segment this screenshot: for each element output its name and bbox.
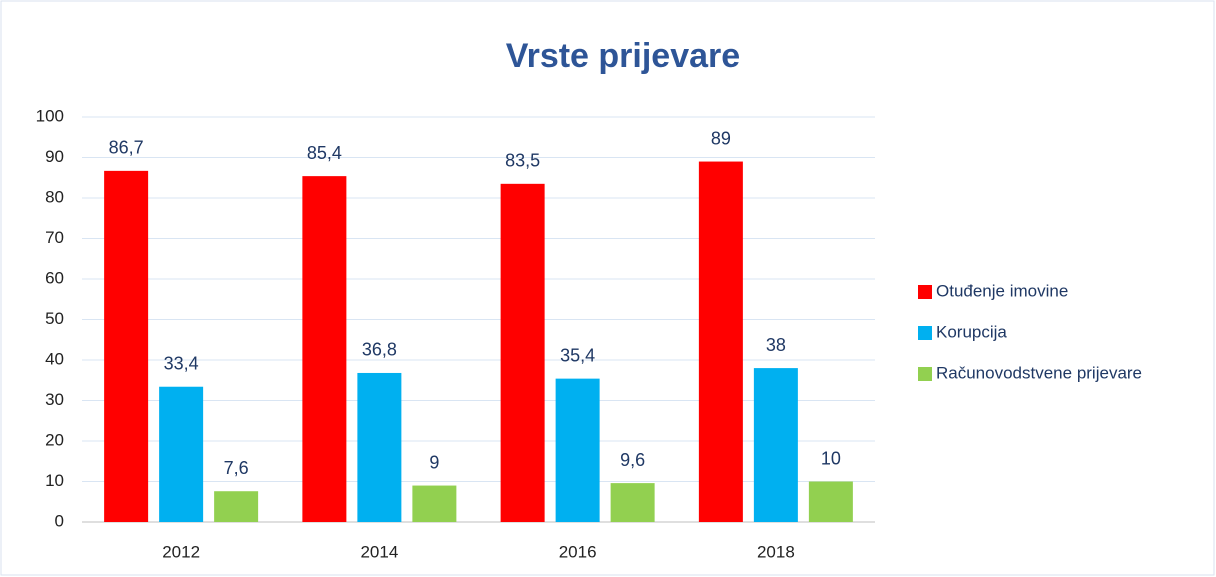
data-label: 10 (821, 448, 841, 468)
bar (808, 481, 853, 522)
x-tick-label: 2014 (360, 542, 398, 561)
y-tick-label: 90 (45, 147, 64, 166)
data-label: 89 (711, 128, 731, 148)
y-tick-label: 70 (45, 228, 64, 247)
bar (500, 183, 545, 522)
bar (610, 483, 655, 522)
data-label: 86,7 (109, 138, 144, 158)
y-tick-label: 100 (36, 106, 64, 125)
bar (555, 378, 600, 522)
x-tick-label: 2016 (559, 542, 597, 561)
y-tick-label: 0 (55, 511, 64, 530)
legend-swatch (918, 285, 932, 299)
legend-swatch (918, 367, 932, 381)
bar (302, 176, 347, 522)
data-label: 9,6 (620, 450, 645, 470)
x-tick-label: 2018 (757, 542, 795, 561)
bar (214, 491, 259, 522)
bar (357, 372, 402, 522)
y-tick-label: 40 (45, 349, 64, 368)
data-label: 85,4 (307, 143, 342, 163)
legend-label: Računovodstvene prijevare (936, 363, 1142, 382)
y-tick-label: 30 (45, 390, 64, 409)
data-label: 35,4 (560, 345, 595, 365)
legend-label: Otuđenje imovine (936, 281, 1068, 300)
y-tick-label: 50 (45, 309, 64, 328)
legend-swatch (918, 326, 932, 340)
bar (753, 368, 798, 522)
data-label: 9 (429, 452, 439, 472)
data-label: 38 (766, 335, 786, 355)
x-tick-label: 2012 (162, 542, 200, 561)
data-label: 83,5 (505, 151, 540, 171)
data-label: 36,8 (362, 340, 397, 360)
y-tick-label: 60 (45, 268, 64, 287)
bar (104, 170, 149, 523)
y-tick-label: 80 (45, 187, 64, 206)
chart-title: Vrste prijevare (506, 37, 740, 75)
bar (698, 161, 743, 523)
y-tick-label: 20 (45, 430, 64, 449)
data-label: 7,6 (224, 458, 249, 478)
y-tick-label: 10 (45, 471, 64, 490)
legend-label: Korupcija (936, 322, 1007, 341)
bar (412, 485, 457, 522)
bar (159, 386, 204, 522)
data-label: 33,4 (164, 353, 199, 373)
